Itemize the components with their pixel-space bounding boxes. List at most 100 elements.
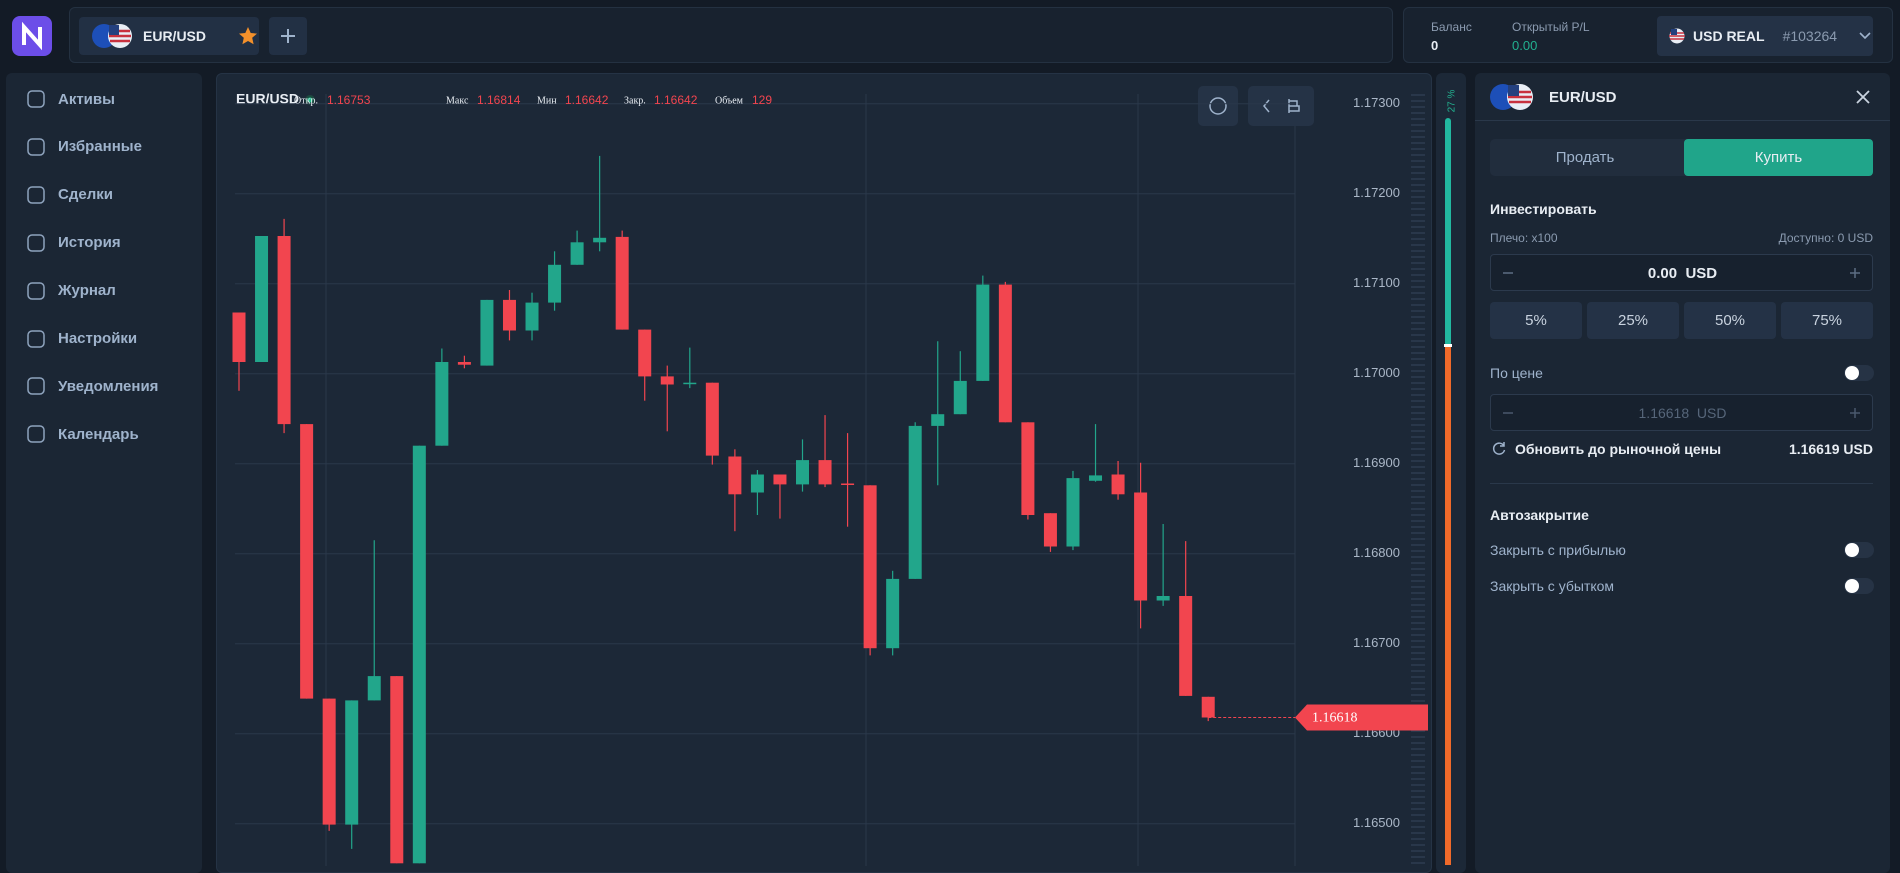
candle-body <box>796 460 809 485</box>
nav-label: История <box>58 234 121 252</box>
plus[interactable] <box>1846 264 1864 282</box>
percent-button[interactable]: 5% <box>1490 302 1582 339</box>
nav-icon-shape <box>27 186 45 204</box>
nav-item[interactable]: Сделки <box>26 180 113 210</box>
candle-body <box>525 302 539 331</box>
nav-icon <box>27 425 45 444</box>
minus[interactable] <box>1499 264 1517 282</box>
tab-bar: EUR/USD <box>69 7 1393 63</box>
nav-item[interactable]: Активы <box>26 84 115 114</box>
sell-button[interactable]: Продать <box>1555 149 1615 166</box>
nav-label: Активы <box>58 90 115 108</box>
candle-body <box>1201 696 1215 718</box>
candle-body <box>412 445 426 864</box>
nav-label: Календарь <box>58 425 139 443</box>
flags <box>1490 84 1533 110</box>
stat-label: Мин <box>537 95 557 106</box>
chart: EUR/USD 1.165001.166001.167001.168001.16… <box>232 86 1428 866</box>
candle-body <box>638 329 652 377</box>
account-select[interactable]: USD REAL #103264 <box>1657 16 1873 56</box>
pl-label: Открытый P/L <box>1512 20 1590 34</box>
balance: 0 <box>1431 38 1439 53</box>
nav-item[interactable]: Настройки <box>26 324 137 354</box>
candle-body <box>277 236 291 425</box>
refresh-label[interactable]: Обновить до рыночной цены <box>1515 441 1722 457</box>
nav-icon-shape <box>27 329 45 348</box>
amount-field[interactable]: 0.00 USD <box>1490 254 1873 291</box>
nav-icon-shape <box>27 233 45 252</box>
logo[interactable] <box>12 16 52 56</box>
percent-button[interactable]: 50% <box>1684 302 1776 339</box>
plus[interactable] <box>1846 404 1864 422</box>
buy-share <box>1445 118 1451 346</box>
candle-body <box>1134 492 1148 601</box>
indicator-button[interactable] <box>1198 86 1238 126</box>
nav-item[interactable]: Календарь <box>26 419 139 449</box>
nav-label: Настройки <box>58 330 138 347</box>
take-profit-label: Закрыть с прибылью <box>1490 542 1626 558</box>
star[interactable] <box>238 26 258 46</box>
candle-body <box>1043 513 1057 547</box>
nav-item[interactable]: Избранные <box>26 132 142 162</box>
price-field[interactable]: 1.16618 USD <box>1490 394 1873 431</box>
nav-item[interactable]: История <box>26 228 121 258</box>
divider <box>1490 483 1873 484</box>
stat-value: 1.16753 <box>327 93 371 107</box>
take-profit-toggle[interactable] <box>1844 542 1874 558</box>
price-tag <box>1295 704 1428 731</box>
pair-name: EUR/USD <box>143 28 207 44</box>
candle-body <box>255 236 269 362</box>
nav-label: Избранные <box>58 138 142 156</box>
y-tick-label: 1.16900 <box>1353 455 1400 470</box>
account: USD REAL <box>1693 28 1765 44</box>
candle-body <box>976 284 990 381</box>
stat-value: 1.16642 <box>654 93 698 107</box>
nav-label: Уведомления <box>58 377 159 395</box>
candle-body <box>435 362 449 446</box>
amount: 0.00 <box>1647 265 1678 282</box>
buy-button[interactable]: Купить <box>1684 139 1873 176</box>
add-tab[interactable] <box>269 17 307 55</box>
candle-body <box>886 578 900 649</box>
candle-body <box>1179 596 1193 696</box>
nav-icon-shape <box>27 90 45 108</box>
close-button[interactable] <box>1855 89 1871 105</box>
refresh-icon[interactable] <box>1491 440 1507 456</box>
sidebar: Активы Избранные Сделки История Журнал Настро… <box>6 73 202 873</box>
nav-icon <box>27 281 45 300</box>
stop-loss-toggle[interactable] <box>1844 578 1874 594</box>
percent-button[interactable]: 75% <box>1781 302 1873 339</box>
candle-body <box>457 362 471 365</box>
stop-loss-label: Закрыть с убытком <box>1490 578 1615 594</box>
order-panel: EUR/USD Продать Купить Инвестировать Пле… <box>1475 73 1890 873</box>
sell-share <box>1445 346 1451 865</box>
candle-body <box>1089 475 1103 481</box>
minus[interactable] <box>1499 404 1517 422</box>
candle-body <box>570 242 584 265</box>
candle-body <box>841 483 855 485</box>
price-tag-label: 1.16618 <box>1312 711 1358 726</box>
candle-body <box>998 284 1012 423</box>
candle-body <box>593 237 607 243</box>
y-tick-label: 1.17200 <box>1353 185 1400 200</box>
chart-panel: EUR/USD 1.16500 1.16600 1.16700 1.16800 1.16… <box>216 73 1432 873</box>
y-tick-label: 1.16800 <box>1353 545 1400 560</box>
nav-item[interactable]: Журнал <box>26 276 116 306</box>
stat-label: Макс <box>446 95 469 106</box>
nav-label: Журнал <box>58 282 116 300</box>
nav-item[interactable]: Уведомления <box>26 371 158 401</box>
candle-body <box>390 676 404 864</box>
nav-icon <box>27 377 45 396</box>
candle-body <box>502 299 516 331</box>
pair-tab[interactable]: EUR/USD <box>79 17 259 55</box>
candle-body <box>953 380 967 415</box>
leverage: Плечо: x100 <box>1490 231 1558 245</box>
percent-button[interactable]: 25% <box>1587 302 1679 339</box>
nav-icon <box>27 186 45 204</box>
candle-body <box>367 676 381 701</box>
toolbar-button[interactable] <box>1248 86 1314 126</box>
by-price-toggle[interactable] <box>1844 365 1874 381</box>
price-input: 1.16618 USD <box>1638 405 1727 421</box>
sentiment-panel: 27 % <box>1436 73 1466 873</box>
